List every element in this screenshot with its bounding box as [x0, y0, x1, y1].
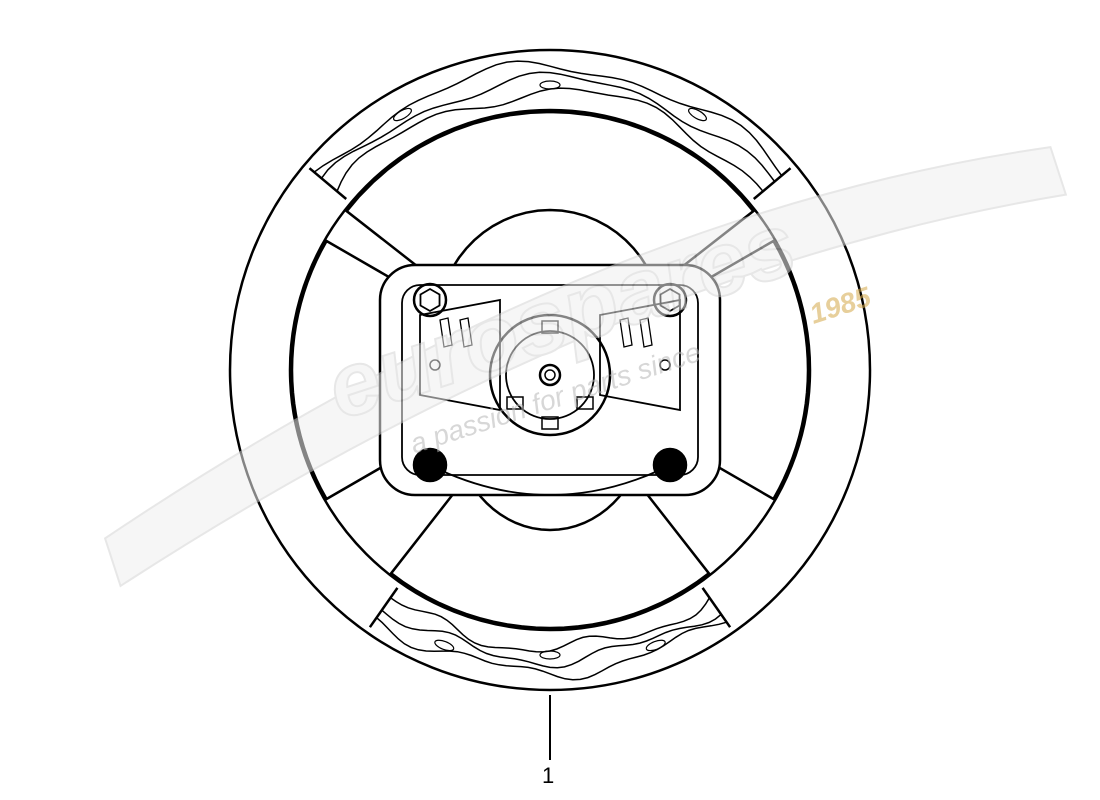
callout-leader-line — [549, 695, 551, 760]
steering-wheel-drawing — [0, 0, 1100, 800]
diagram-container: eurosparesa passion for parts since 1985… — [0, 0, 1100, 800]
part-number-label: 1 — [542, 763, 554, 789]
part-number-text: 1 — [542, 763, 554, 788]
